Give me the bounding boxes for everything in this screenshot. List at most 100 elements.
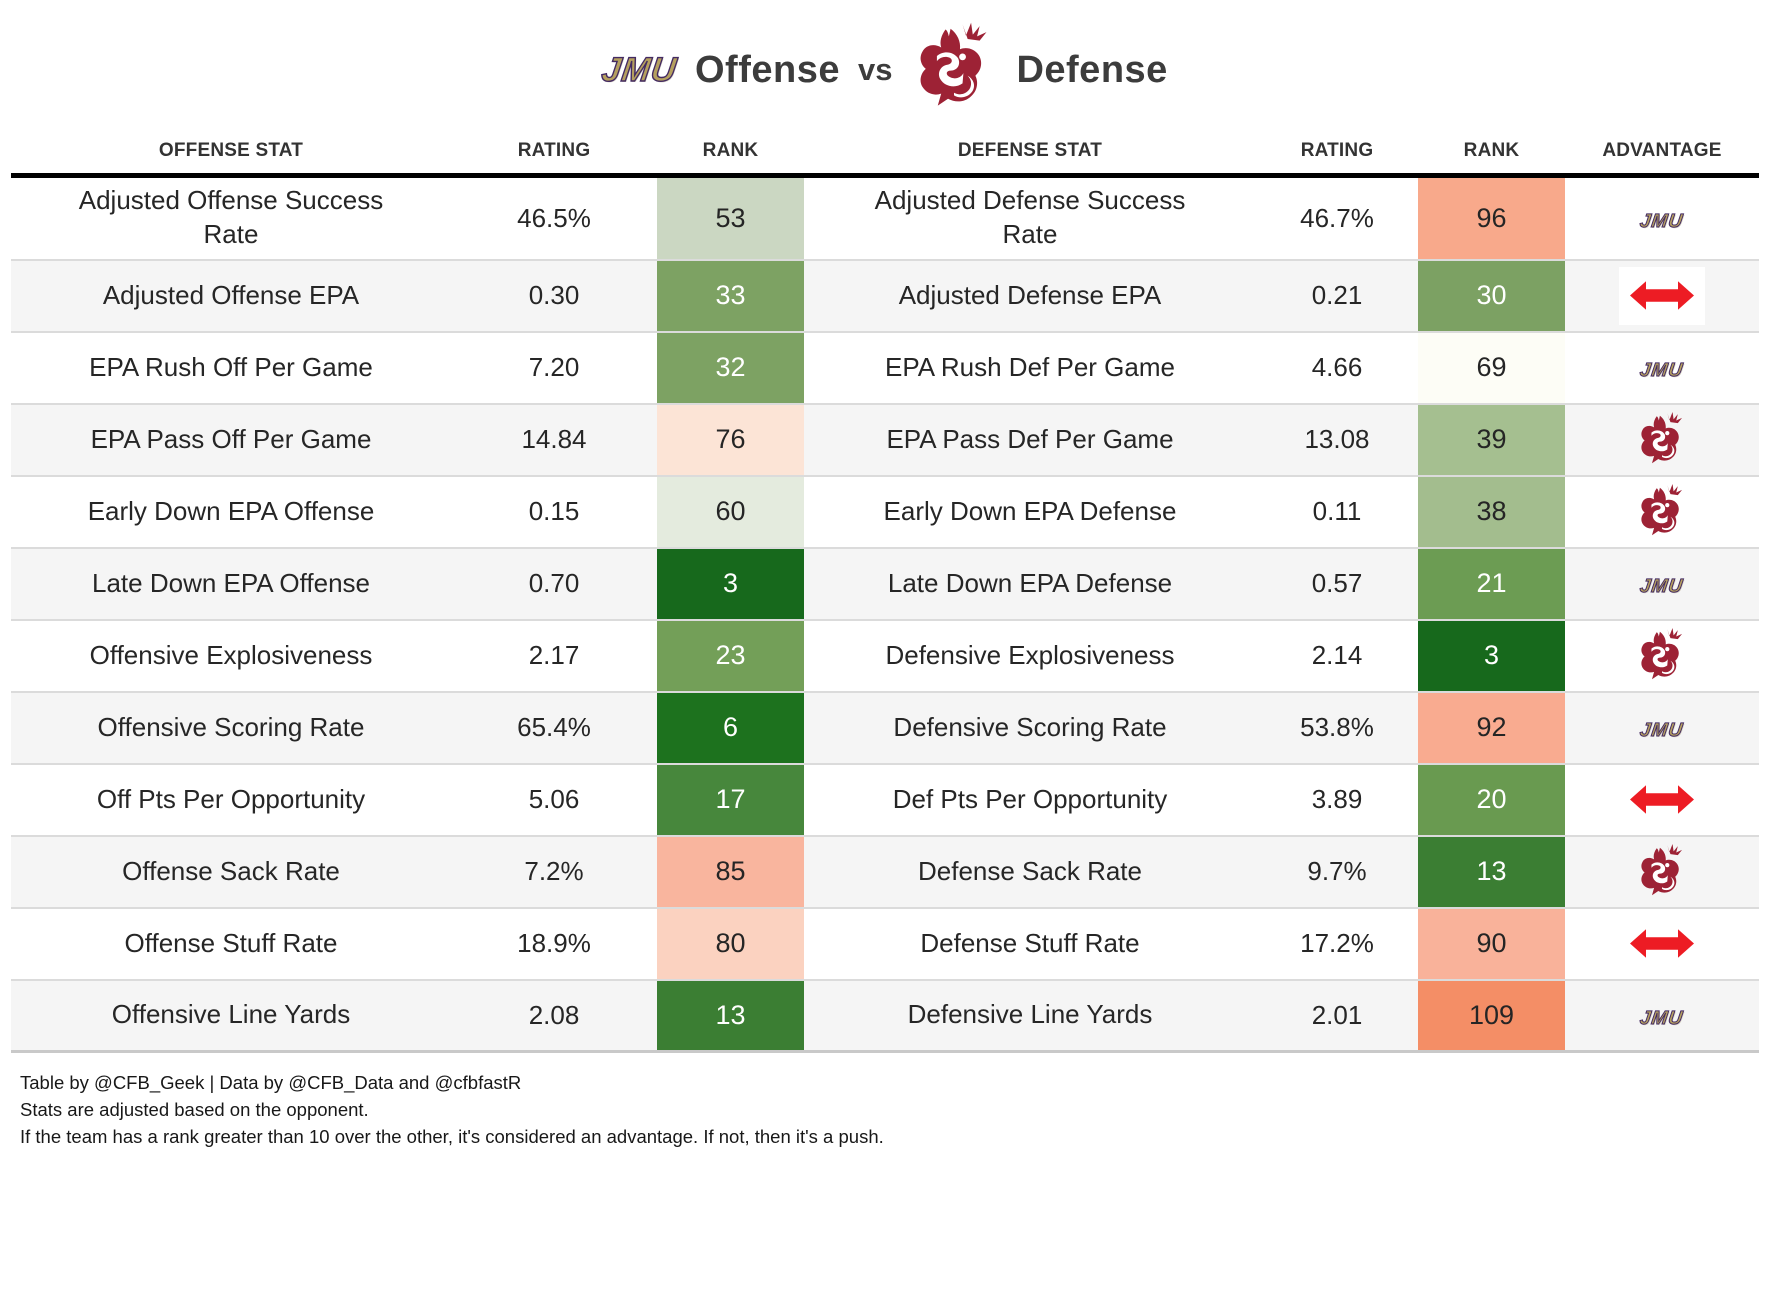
header-advantage: ADVANTAGE: [1565, 124, 1759, 178]
push-arrow-icon: [1619, 266, 1705, 325]
offense-rank-cell: 3: [657, 546, 804, 620]
offense-rank-cell: 6: [657, 690, 804, 764]
defense-rating-cell: 17.2%: [1256, 906, 1418, 980]
defense-stat-cell: Defensive Scoring Rate: [804, 690, 1256, 764]
advantage-cell: JMU: [1565, 258, 1759, 332]
advantage-cell: JMU: [1565, 978, 1759, 1053]
offense-stat-cell: EPA Rush Off Per Game: [11, 330, 451, 404]
offense-stat-cell: Offense Stuff Rate: [11, 906, 451, 980]
push-arrow-icon: [1619, 914, 1705, 973]
wsu-cougar-icon: [1635, 411, 1689, 463]
offense-rank-cell: 60: [657, 474, 804, 548]
offense-rank-cell: 80: [657, 906, 804, 980]
offense-stat-cell: Offensive Explosiveness: [11, 618, 451, 692]
defense-rank-cell: 30: [1418, 258, 1565, 332]
offense-rank-cell: 23: [657, 618, 804, 692]
defense-rating-cell: 53.8%: [1256, 690, 1418, 764]
offense-rank-cell: 76: [657, 402, 804, 476]
offense-rating-cell: 65.4%: [451, 690, 657, 764]
defense-rank-cell: 20: [1418, 762, 1565, 836]
table-row: Late Down EPA Offense 0.70 3 Late Down E…: [11, 546, 1759, 620]
table-body: Adjusted Offense Success Rate 46.5% 53 A…: [11, 175, 1759, 1053]
advantage-cell: JMU: [1565, 330, 1759, 404]
defense-rating-cell: 4.66: [1256, 330, 1418, 404]
defense-rating-cell: 0.21: [1256, 258, 1418, 332]
table-row: EPA Pass Off Per Game 14.84 76 EPA Pass …: [11, 402, 1759, 476]
advantage-cell: JMU: [1565, 762, 1759, 836]
header-defense-rank: RANK: [1418, 124, 1565, 178]
defense-rating-cell: 46.7%: [1300, 202, 1374, 233]
table-row: Offense Stuff Rate 18.9% 80 Defense Stuf…: [11, 906, 1759, 980]
wsu-cougar-logo: [910, 21, 998, 120]
defense-rank-cell: 21: [1418, 546, 1565, 620]
defense-rating-cell: 2.01: [1256, 978, 1418, 1053]
offense-stat-cell: Off Pts Per Opportunity: [11, 762, 451, 836]
stats-table: OFFENSE STAT RATING RANK DEFENSE STAT RA…: [11, 124, 1759, 1053]
advantage-cell: JMU: [1565, 618, 1759, 692]
table-row: Offensive Line Yards 2.08 13 Defensive L…: [11, 978, 1759, 1053]
defense-stat-cell: EPA Pass Def Per Game: [804, 402, 1256, 476]
push-arrow-icon: [1619, 770, 1705, 829]
defense-rating-cell: 2.14: [1256, 618, 1418, 692]
header-offense-rank: RANK: [657, 124, 804, 178]
defense-stat-cell: Late Down EPA Defense: [804, 546, 1256, 620]
advantage-cell: JMU: [1565, 474, 1759, 548]
defense-stat-cell: Defense Sack Rate: [804, 834, 1256, 908]
wsu-cougar-icon: [1635, 843, 1689, 895]
table-row: Offensive Scoring Rate 65.4% 6 Defensive…: [11, 690, 1759, 764]
offense-stat-cell: Early Down EPA Offense: [11, 474, 451, 548]
offense-rating-cell: 7.20: [451, 330, 657, 404]
table-row: Adjusted Offense EPA 0.30 33 Adjusted De…: [11, 258, 1759, 332]
advantage-cell: JMU: [1565, 906, 1759, 980]
defense-rating-cell: 0.57: [1256, 546, 1418, 620]
header-defense-stat: DEFENSE STAT: [804, 124, 1256, 178]
defense-rating-cell: 3.89: [1256, 762, 1418, 836]
wsu-cougar-icon: [1635, 627, 1689, 679]
defense-stat-cell: Adjusted Defense Success Rate: [874, 185, 1186, 250]
footer-credit: Table by @CFB_Geek | Data by @CFB_Data a…: [20, 1072, 522, 1093]
footer-note-adjusted: Stats are adjusted based on the opponent…: [20, 1099, 369, 1120]
defense-rank-cell: 13: [1418, 834, 1565, 908]
title-offense-label: Offense: [694, 48, 840, 91]
header-offense-rating: RATING: [451, 124, 657, 178]
defense-rank-cell: 3: [1418, 618, 1565, 692]
defense-stat-cell: Defensive Explosiveness: [804, 618, 1256, 692]
defense-stat-cell: EPA Rush Def Per Game: [804, 330, 1256, 404]
table-row: Early Down EPA Offense 0.15 60 Early Dow…: [11, 474, 1759, 548]
offense-stat-cell: Offense Sack Rate: [11, 834, 451, 908]
header-defense-rating: RATING: [1256, 124, 1418, 178]
offense-stat-cell: Offensive Scoring Rate: [11, 690, 451, 764]
offense-stat-cell: Late Down EPA Offense: [11, 546, 451, 620]
page-title: JMU Offense vs Defense: [0, 0, 1770, 118]
advantage-cell: JMU: [1565, 402, 1759, 476]
advantage-cell: JMU: [1565, 176, 1759, 260]
jmu-logo: JMU: [599, 50, 681, 89]
offense-rating-cell: 18.9%: [451, 906, 657, 980]
offense-rank-cell: 33: [657, 258, 804, 332]
jmu-advantage-logo: JMU: [1638, 210, 1686, 232]
advantage-cell: JMU: [1565, 834, 1759, 908]
title-vs-label: vs: [857, 52, 893, 87]
footer-notes: Table by @CFB_Geek | Data by @CFB_Data a…: [20, 1069, 1770, 1150]
jmu-advantage-logo: JMU: [1638, 720, 1686, 742]
advantage-cell: JMU: [1565, 546, 1759, 620]
offense-rating-cell: 7.2%: [451, 834, 657, 908]
offense-rating-cell: 5.06: [451, 762, 657, 836]
offense-stat-cell: Offensive Line Yards: [11, 978, 451, 1053]
offense-rating-cell: 46.5%: [517, 202, 591, 233]
defense-rank-cell: 92: [1418, 690, 1565, 764]
table-row: Offensive Explosiveness 2.17 23 Defensiv…: [11, 618, 1759, 692]
offense-stat-cell: Adjusted Offense EPA: [11, 258, 451, 332]
defense-rank-cell: 96: [1418, 175, 1565, 260]
jmu-advantage-logo: JMU: [1638, 1007, 1686, 1029]
offense-rating-cell: 2.08: [451, 978, 657, 1053]
offense-stat-cell: EPA Pass Off Per Game: [11, 402, 451, 476]
defense-rank-cell: 69: [1418, 330, 1565, 404]
advantage-cell: JMU: [1565, 690, 1759, 764]
footer-note-advantage: If the team has a rank greater than 10 o…: [20, 1126, 884, 1147]
title-defense-label: Defense: [1016, 48, 1168, 91]
defense-rank-cell: 39: [1418, 402, 1565, 476]
offense-rank-cell: 32: [657, 330, 804, 404]
defense-rating-cell: 0.11: [1256, 474, 1418, 548]
